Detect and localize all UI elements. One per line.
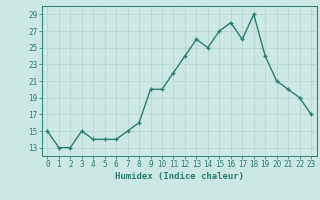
X-axis label: Humidex (Indice chaleur): Humidex (Indice chaleur) (115, 172, 244, 181)
